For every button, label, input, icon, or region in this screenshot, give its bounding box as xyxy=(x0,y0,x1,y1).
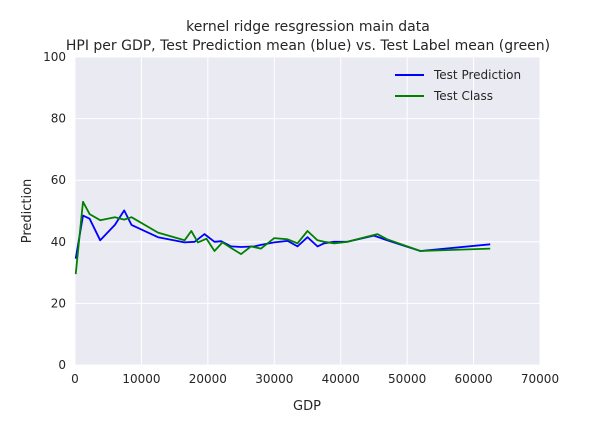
grid-lines xyxy=(74,56,541,366)
x-tick-label: 50000 xyxy=(388,372,426,386)
legend: Test Prediction Test Class xyxy=(395,68,521,103)
y-tick-label: 40 xyxy=(51,235,66,249)
x-tick-label: 40000 xyxy=(322,372,360,386)
y-tick-label: 60 xyxy=(51,173,66,187)
series-lines xyxy=(74,200,491,275)
series-line-test-prediction xyxy=(74,209,491,259)
x-tick-label: 20000 xyxy=(189,372,227,386)
x-axis-label: GDP xyxy=(293,399,321,414)
legend-label: Test Prediction xyxy=(433,68,521,82)
y-tick-label: 80 xyxy=(51,112,66,126)
plot-area xyxy=(75,57,540,365)
series-line-test-class xyxy=(74,200,491,275)
legend-label: Test Class xyxy=(433,89,493,103)
y-tick-label: 0 xyxy=(58,358,66,372)
y-tick-label: 20 xyxy=(51,296,66,310)
x-tick-label: 10000 xyxy=(122,372,160,386)
y-tick-label: 100 xyxy=(43,50,66,64)
x-tick-label: 60000 xyxy=(454,372,492,386)
tick-labels: 0 10000 20000 30000 40000 50000 60000 70000 0 20 4… xyxy=(43,50,559,386)
y-axis-label: Prediction xyxy=(20,179,35,244)
x-tick-label: 30000 xyxy=(255,372,293,386)
x-tick-label: 70000 xyxy=(521,372,559,386)
chart-subtitle: HPI per GDP, Test Prediction mean (blue)… xyxy=(66,38,550,54)
x-tick-label: 0 xyxy=(71,372,79,386)
chart-title: kernel ridge resgression main data xyxy=(186,19,430,35)
